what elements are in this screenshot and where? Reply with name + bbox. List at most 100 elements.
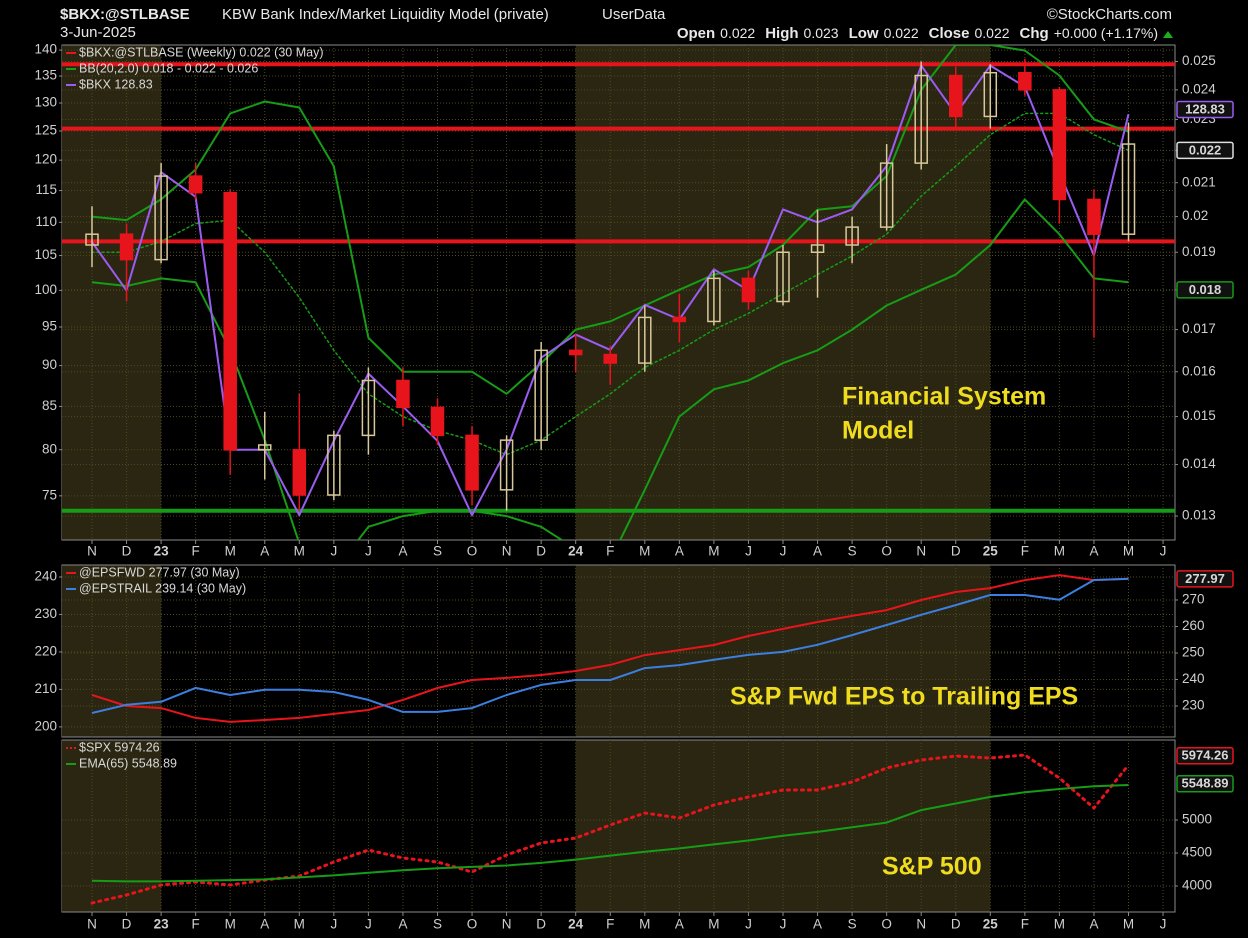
y2-tick-label: 0.014 xyxy=(1182,456,1216,471)
x-tick-label: 25 xyxy=(983,917,999,932)
x-tick-label: O xyxy=(467,917,478,932)
x-tick-label: A xyxy=(813,544,822,559)
legend-label: BB(20,2.0) 0.018 - 0.022 - 0.026 xyxy=(79,61,258,75)
candle-body xyxy=(810,244,825,254)
legend-label: $SPX 5974.26 xyxy=(79,740,160,754)
y-tick-label: 240 xyxy=(34,569,57,584)
x-tick-label: A xyxy=(398,544,407,559)
y2-tick-label: 0.019 xyxy=(1182,244,1216,259)
y-tick-label: 125 xyxy=(34,123,57,138)
candle-body xyxy=(396,379,410,409)
y2-tick-label: 230 xyxy=(1182,698,1205,713)
y-tick-label: 95 xyxy=(42,319,57,334)
y-tick-label: 230 xyxy=(34,606,57,621)
x-tick-label: O xyxy=(467,544,478,559)
legend-label: @EPSTRAIL 239.14 (30 May) xyxy=(79,581,246,595)
end-label: 5548.89 xyxy=(1182,776,1229,791)
x-tick-label: M xyxy=(708,544,719,559)
y2-tick-label: 0.013 xyxy=(1182,508,1216,523)
quote-label: Close xyxy=(929,25,970,42)
candle-body xyxy=(983,71,998,118)
up-arrow xyxy=(1163,31,1173,38)
x-tick-label: N xyxy=(916,917,926,932)
candle-body xyxy=(327,434,341,496)
y2-tick-label: 0.024 xyxy=(1182,81,1216,96)
x-tick-label: J xyxy=(1160,544,1167,559)
x-tick-label: M xyxy=(1123,917,1134,932)
candle-body xyxy=(1121,143,1136,235)
x-tick-label: S xyxy=(848,544,857,559)
x-tick-label: D xyxy=(536,917,546,932)
plot-area xyxy=(62,740,1175,912)
y2-tick-label: 4500 xyxy=(1182,845,1212,860)
x-tick-label: 23 xyxy=(154,917,170,932)
candle-body xyxy=(223,191,237,451)
x-tick-label: J xyxy=(330,544,337,559)
candle-body xyxy=(568,349,583,356)
candle-body xyxy=(638,316,652,364)
series-line xyxy=(91,574,1129,723)
annotation: S&P 500 xyxy=(882,853,982,881)
annotation: Model xyxy=(842,417,914,445)
candle-body xyxy=(258,444,272,451)
end-label-box xyxy=(1176,775,1234,793)
x-tick-label: N xyxy=(87,544,97,559)
series-line xyxy=(91,112,1130,456)
y-tick-label: 115 xyxy=(35,182,57,197)
x-tick-label: N xyxy=(502,917,512,932)
y2-tick-label: 0.021 xyxy=(1182,174,1216,189)
x-tick-label: A xyxy=(260,544,269,559)
x-tick-label: 25 xyxy=(983,544,999,559)
candle-body xyxy=(188,175,203,194)
y-tick-label: 110 xyxy=(35,214,57,229)
quote-label: Open xyxy=(677,25,715,42)
end-label-box xyxy=(1176,746,1234,765)
end-label-box xyxy=(1176,141,1234,160)
year-shade xyxy=(62,740,162,912)
candle-body xyxy=(85,233,99,246)
x-tick-label: D xyxy=(951,544,961,559)
y-tick-label: 210 xyxy=(34,681,57,696)
series-line xyxy=(91,45,1129,395)
y-tick-label: 90 xyxy=(42,357,57,372)
x-tick-label: N xyxy=(502,544,512,559)
candle-body xyxy=(499,439,514,491)
x-tick-label: D xyxy=(122,544,132,559)
end-label: 277.97 xyxy=(1185,571,1225,586)
quote-label: High xyxy=(765,25,798,42)
candle-body xyxy=(879,162,894,228)
candle-body xyxy=(1018,71,1032,91)
y2-tick-label: 5000 xyxy=(1182,812,1212,827)
y2-tick-label: 0.015 xyxy=(1182,408,1216,423)
x-tick-label: F xyxy=(606,917,614,932)
candle-body xyxy=(949,74,963,118)
y-tick-label: 200 xyxy=(34,718,57,733)
x-tick-label: D xyxy=(122,917,132,932)
end-label: 0.022 xyxy=(1189,142,1222,157)
y-tick-label: 85 xyxy=(42,398,57,413)
x-tick-label: J xyxy=(365,917,372,932)
quote: Open 0.022 High 0.023 Low 0.022 Close 0.022 Chg +… xyxy=(677,25,1158,42)
x-tick-label: J xyxy=(745,544,752,559)
x-tick-label: A xyxy=(813,917,822,932)
quote-value: 0.023 xyxy=(804,25,839,41)
copyright: ©StockCharts.com xyxy=(1047,6,1172,23)
series-line xyxy=(91,784,1129,883)
candle-body xyxy=(119,233,134,261)
x-tick-label: F xyxy=(192,544,200,559)
plot-area xyxy=(62,45,1175,540)
x-tick-label: O xyxy=(881,917,892,932)
end-label-box xyxy=(1176,100,1234,119)
y2-tick-label: 0.017 xyxy=(1182,321,1216,336)
end-label: 128.83 xyxy=(1185,101,1225,116)
x-tick-label: J xyxy=(780,917,787,932)
symbol: $BKX:@STLBASE xyxy=(60,6,190,23)
x-tick-label: A xyxy=(675,544,684,559)
header-title: KBW Bank Index/Market Liquidity Model (p… xyxy=(222,6,549,23)
candle-body xyxy=(1052,89,1067,201)
candle-body xyxy=(672,316,687,323)
candle-body xyxy=(845,226,859,246)
y-tick-label: 135 xyxy=(34,68,57,83)
x-tick-label: M xyxy=(294,544,305,559)
